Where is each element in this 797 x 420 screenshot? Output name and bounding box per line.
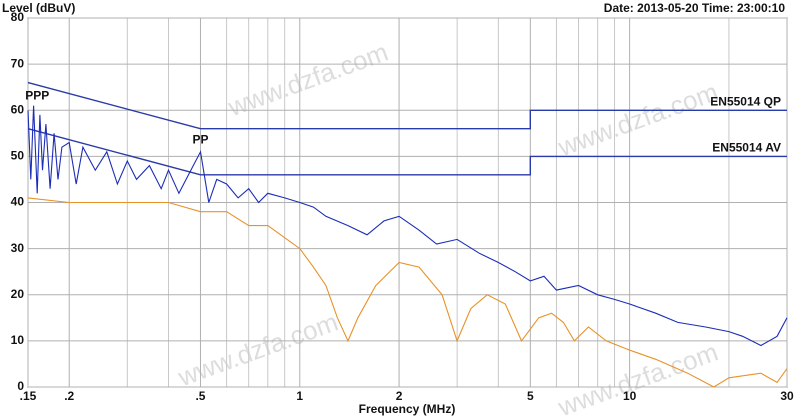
y-tick-label: 30 bbox=[11, 241, 25, 255]
x-tick-label: 5 bbox=[527, 389, 534, 403]
y-axis-label: Level (dBuV) bbox=[2, 1, 75, 15]
x-tick-label: 30 bbox=[780, 389, 794, 403]
series-line bbox=[27, 81, 787, 130]
series-line bbox=[27, 128, 787, 176]
y-tick-label: 40 bbox=[11, 195, 25, 209]
x-tick-label: .2 bbox=[64, 389, 74, 403]
y-tick-label: 10 bbox=[11, 333, 25, 347]
x-tick-label: .15 bbox=[20, 389, 37, 403]
y-tick-label: 0 bbox=[17, 379, 24, 393]
x-axis-label: Frequency (MHz) bbox=[359, 402, 456, 416]
limit-label: EN55014 QP bbox=[710, 94, 781, 108]
y-tick-label: 80 bbox=[11, 10, 25, 24]
date-time: Date: 2013-05-20 Time: 23:00:10 bbox=[604, 1, 786, 15]
x-tick-label: 1 bbox=[296, 389, 303, 403]
x-tick-label: 2 bbox=[396, 389, 403, 403]
series-line bbox=[27, 197, 788, 388]
x-tick-label: .5 bbox=[195, 389, 205, 403]
peak-label: PPP bbox=[25, 89, 49, 103]
y-tick-label: 70 bbox=[11, 56, 25, 70]
y-tick-label: 50 bbox=[11, 149, 25, 163]
y-tick-label: 60 bbox=[11, 102, 25, 116]
x-tick-label: 10 bbox=[623, 389, 637, 403]
peak-label: PP bbox=[192, 132, 208, 146]
limit-label: EN55014 AV bbox=[712, 141, 781, 155]
y-tick-label: 20 bbox=[11, 287, 25, 301]
series-line bbox=[27, 105, 788, 347]
